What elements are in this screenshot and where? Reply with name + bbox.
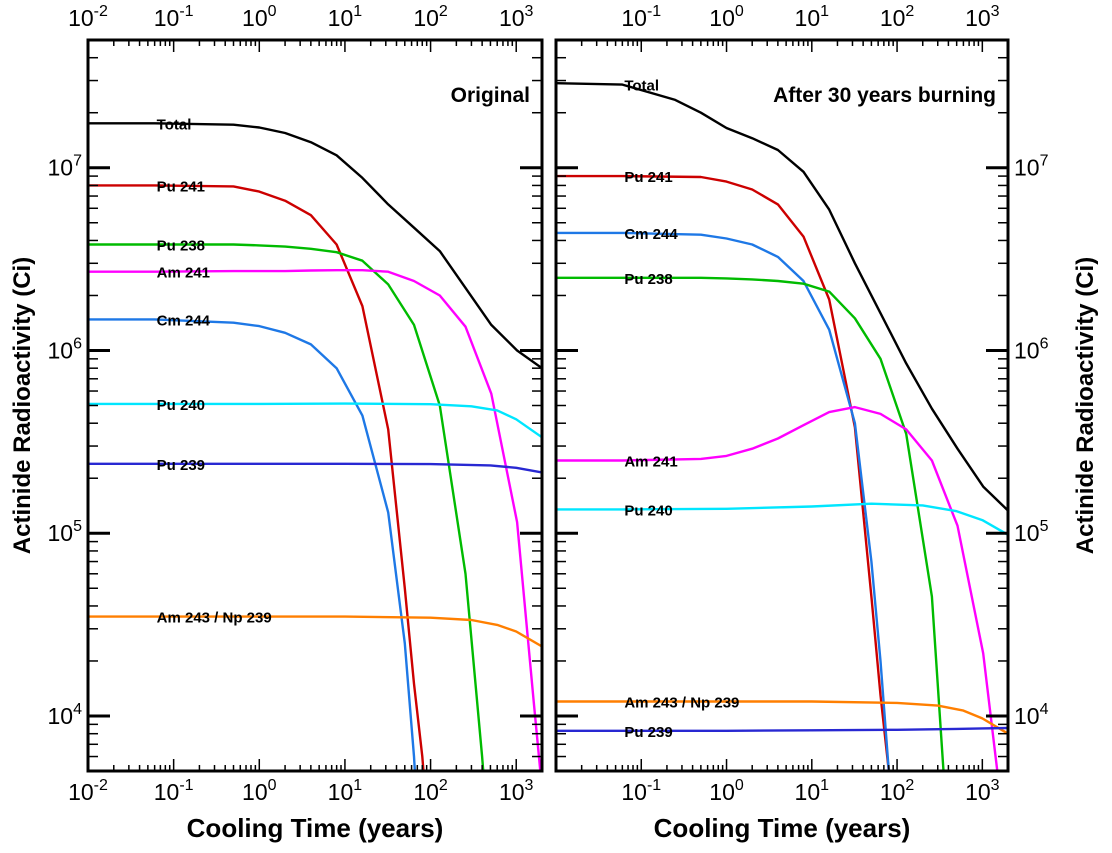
series-line-pu-239 — [88, 462, 542, 474]
series-line-pu-238 — [556, 276, 945, 771]
chart-panel-1: Total Pu 241 Pu 238 Am 241 Cm 244 Pu 240 Pu 23… — [9, 3, 544, 843]
y-axis-label: Actinide Radioactivity (Ci) — [1072, 257, 1099, 554]
plot-frame — [554, 38, 1010, 773]
x-tick-label-top: 100 — [242, 3, 277, 31]
x-tick-label-bottom: 10-2 — [68, 777, 108, 805]
x-tick-label-top: 102 — [413, 3, 448, 31]
series-label-pu-239: Pu 239 — [157, 457, 205, 474]
series-label-am-241: Am 241 — [624, 454, 677, 471]
series-label-pu-240: Pu 240 — [157, 397, 205, 414]
series-label-pu-241: Pu 241 — [624, 169, 672, 186]
y-tick-label: 106 — [1014, 335, 1049, 363]
series-line-am-241 — [556, 405, 999, 771]
series-label-am-241: Am 241 — [157, 265, 210, 282]
x-tick-label-top: 101 — [328, 3, 363, 31]
series-line-total — [88, 122, 542, 370]
x-tick-label-top: 10-1 — [621, 3, 661, 31]
x-tick-label-top: 101 — [795, 3, 830, 31]
y-tick-label: 105 — [48, 518, 83, 546]
x-tick-label-bottom: 10-1 — [154, 777, 194, 805]
x-tick-label-bottom: 102 — [880, 777, 915, 805]
series-group — [556, 82, 1008, 771]
series-label-am-243-np-239: Am 243 / Np 239 — [624, 695, 739, 712]
y-tick-label: 107 — [1014, 153, 1049, 181]
x-tick-label-bottom: 100 — [709, 777, 744, 805]
series-group — [88, 122, 542, 771]
x-tick-label-top: 100 — [709, 3, 744, 31]
series-label-total: Total — [624, 78, 659, 95]
y-axis-label: Actinide Radioactivity (Ci) — [9, 257, 36, 554]
x-tick-label-bottom: 101 — [328, 777, 363, 805]
series-line-pu-240 — [88, 402, 542, 439]
series-line-total — [556, 82, 1008, 512]
x-tick-label-bottom: 10-1 — [621, 777, 661, 805]
series-label-pu-239: Pu 239 — [624, 724, 672, 741]
series-line-am-243-np-239 — [88, 615, 542, 648]
x-axis-label: Cooling Time (years) — [187, 813, 444, 843]
series-line-pu-241 — [556, 174, 891, 771]
series-line-pu-240 — [556, 502, 1008, 536]
series-label-pu-238: Pu 238 — [624, 271, 672, 288]
x-tick-label-top: 10-1 — [154, 3, 194, 31]
series-label-total: Total — [157, 116, 192, 133]
x-tick-label-top: 103 — [965, 3, 1000, 31]
x-tick-label-bottom: 103 — [499, 777, 534, 805]
series-line-pu-241 — [88, 184, 425, 771]
series-label-pu-240: Pu 240 — [624, 502, 672, 519]
y-tick-label: 106 — [48, 335, 83, 363]
y-tick-label: 104 — [1014, 701, 1049, 729]
series-label-am-243-np-239: Am 243 / Np 239 — [157, 610, 272, 627]
panels-layer: Total Pu 241 Pu 238 Am 241 Cm 244 Pu 240 Pu 23… — [9, 3, 1099, 843]
series-line-am-241 — [88, 269, 542, 771]
series-line-pu-239 — [556, 726, 1008, 732]
x-tick-label-top: 103 — [499, 3, 534, 31]
series-label-pu-238: Pu 238 — [157, 238, 205, 255]
x-axis-label: Cooling Time (years) — [654, 813, 911, 843]
series-line-cm-244 — [556, 231, 891, 771]
x-tick-label-bottom: 103 — [965, 777, 1000, 805]
panel-title: Original — [451, 84, 530, 107]
series-label-pu-241: Pu 241 — [157, 178, 205, 195]
series-label-cm-244: Cm 244 — [157, 312, 211, 329]
series-line-pu-238 — [88, 243, 485, 771]
series-label-cm-244: Cm 244 — [624, 226, 678, 243]
x-tick-label-top: 10-2 — [68, 3, 108, 31]
panel-title: After 30 years burning — [773, 84, 996, 107]
x-tick-label-bottom: 102 — [413, 777, 448, 805]
chart-panel-2: Total Pu 241 Cm 244 Pu 238 Am 241 Pu 240 Am 24… — [554, 3, 1099, 843]
y-tick-label: 107 — [48, 153, 83, 181]
y-tick-label: 104 — [48, 701, 83, 729]
series-line-am-243-np-239 — [556, 700, 1008, 735]
y-tick-label: 105 — [1014, 518, 1049, 546]
series-line-cm-244 — [88, 318, 417, 771]
x-tick-label-bottom: 101 — [795, 777, 830, 805]
x-tick-label-bottom: 100 — [242, 777, 277, 805]
x-tick-label-top: 102 — [880, 3, 915, 31]
